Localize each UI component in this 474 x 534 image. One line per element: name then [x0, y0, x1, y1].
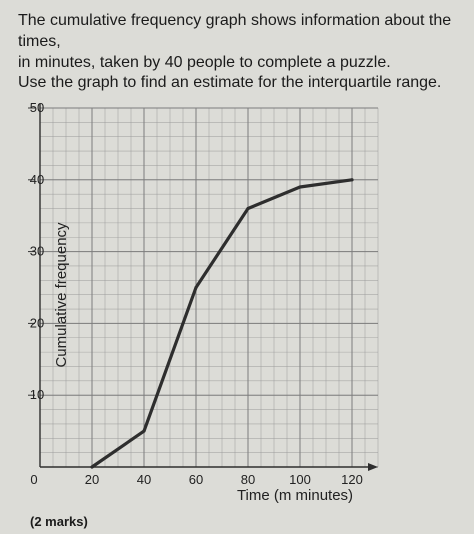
- x-tick-label: 0: [30, 472, 37, 487]
- data-point: [298, 185, 302, 189]
- data-point: [246, 207, 250, 211]
- question-text: The cumulative frequency graph shows inf…: [18, 10, 468, 73]
- y-tick-label: 50: [30, 100, 44, 115]
- y-tick-label: 10: [30, 387, 44, 402]
- x-tick-label: 40: [137, 472, 151, 487]
- x-axis-arrow: [368, 463, 378, 471]
- y-tick-label: 30: [30, 244, 44, 259]
- series-line: [90, 178, 354, 469]
- x-axis-title: Time (m minutes): [237, 487, 353, 504]
- x-tick-label: 20: [85, 472, 99, 487]
- data-point: [90, 465, 94, 469]
- x-tick-label: 80: [241, 472, 255, 487]
- y-axis-title: Cumulative frequency: [53, 222, 70, 368]
- question-instruction: Use the graph to find an estimate for th…: [18, 74, 442, 91]
- tick-labels: 10 20 30 40 50 0 20 40 60 80 100 120: [30, 100, 363, 487]
- data-point: [194, 286, 198, 289]
- grid-minor-lines: [39, 107, 379, 468]
- data-point: [350, 178, 354, 182]
- x-tick-label: 120: [341, 472, 363, 487]
- question-line-2: in minutes, taken by 40 people to comple…: [18, 54, 391, 71]
- y-tick-label: 20: [30, 315, 44, 330]
- x-tick-label: 60: [189, 472, 203, 487]
- question-line-1: The cumulative frequency graph shows inf…: [18, 12, 452, 50]
- data-point: [142, 429, 146, 433]
- x-tick-label: 100: [289, 472, 311, 487]
- cumulative-curve: [90, 178, 354, 469]
- chart-axes: [28, 104, 378, 471]
- y-tick-label: 40: [30, 172, 44, 187]
- marks-label: (2 marks): [30, 514, 88, 529]
